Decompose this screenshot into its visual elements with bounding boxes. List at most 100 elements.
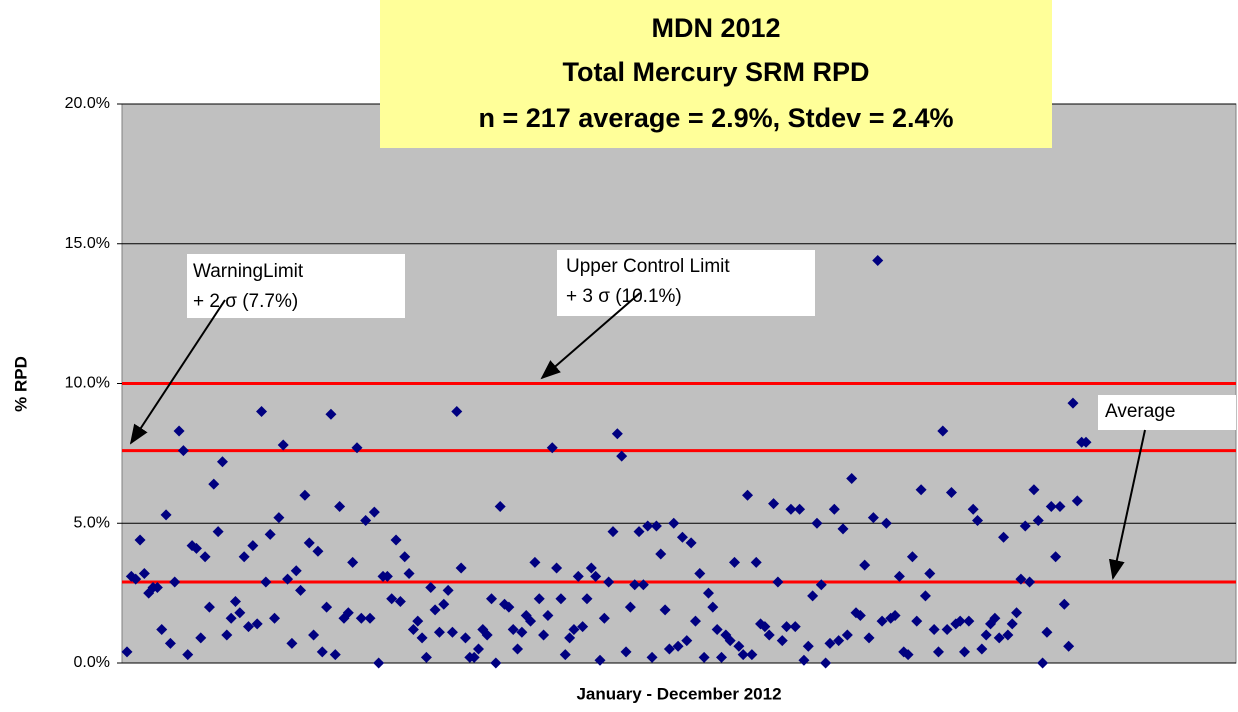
point	[238, 551, 250, 563]
point	[303, 537, 315, 549]
point	[234, 607, 246, 619]
point	[642, 520, 654, 532]
point	[156, 623, 168, 635]
title-box	[380, 0, 1052, 148]
point	[759, 621, 771, 633]
point	[1080, 436, 1092, 448]
point	[954, 615, 966, 627]
point	[295, 584, 307, 596]
point	[802, 640, 814, 652]
point	[750, 556, 762, 568]
point	[781, 621, 793, 633]
point	[976, 643, 988, 655]
point	[533, 593, 545, 605]
point	[151, 582, 163, 594]
point	[993, 632, 1005, 644]
point	[737, 649, 749, 661]
point	[772, 576, 784, 588]
point	[629, 579, 641, 591]
annotation: Upper Control Limit	[566, 256, 730, 277]
point	[442, 584, 454, 596]
point	[1002, 629, 1014, 641]
point	[811, 517, 823, 529]
point	[229, 596, 241, 608]
point	[663, 643, 675, 655]
point	[286, 637, 298, 649]
point	[225, 612, 237, 624]
point	[364, 612, 376, 624]
point	[815, 579, 827, 591]
point	[724, 635, 736, 647]
point	[824, 637, 836, 649]
point	[247, 540, 259, 552]
y-tick-label: 10.0%	[65, 375, 110, 392]
point	[1032, 514, 1044, 526]
point	[360, 514, 372, 526]
point	[924, 568, 936, 580]
point	[407, 623, 419, 635]
point	[351, 442, 363, 454]
point	[559, 649, 571, 661]
annotation: + 3 σ (10.1%)	[566, 286, 682, 307]
point	[1006, 618, 1018, 630]
point	[507, 623, 519, 635]
point	[698, 651, 710, 663]
point	[945, 487, 957, 499]
point	[1019, 520, 1031, 532]
annotation: + 2 σ (7.7%)	[193, 291, 298, 312]
point	[928, 623, 940, 635]
point	[386, 593, 398, 605]
annotation-box	[187, 254, 405, 318]
point	[243, 621, 255, 633]
point	[607, 526, 619, 538]
point	[529, 556, 541, 568]
point	[998, 531, 1010, 543]
point	[446, 626, 458, 638]
point	[789, 621, 801, 633]
point	[655, 548, 667, 560]
point	[546, 442, 558, 454]
point	[420, 651, 432, 663]
point	[972, 514, 984, 526]
point	[459, 632, 471, 644]
point	[633, 526, 645, 538]
point	[794, 503, 806, 515]
point	[490, 657, 502, 669]
point	[1028, 484, 1040, 496]
point	[742, 489, 754, 501]
point	[538, 629, 550, 641]
point	[1050, 551, 1062, 563]
point	[455, 562, 467, 574]
point	[412, 615, 424, 627]
point	[911, 615, 923, 627]
point	[312, 545, 324, 557]
point	[329, 649, 341, 661]
point	[451, 405, 463, 417]
point	[889, 609, 901, 621]
point	[715, 651, 727, 663]
point	[1011, 607, 1023, 619]
point	[594, 654, 606, 666]
point	[390, 534, 402, 546]
point	[347, 556, 359, 568]
point	[130, 573, 142, 585]
point	[1054, 500, 1066, 512]
point	[564, 632, 576, 644]
point	[585, 562, 597, 574]
point	[859, 559, 871, 571]
point	[334, 500, 346, 512]
y-tick-label: 15.0%	[65, 235, 110, 252]
point	[828, 503, 840, 515]
point	[872, 255, 884, 267]
point	[681, 635, 693, 647]
point	[1024, 576, 1036, 588]
point	[711, 623, 723, 635]
point	[321, 601, 333, 613]
point	[221, 629, 233, 641]
point	[603, 576, 615, 588]
point	[941, 623, 953, 635]
point	[694, 568, 706, 580]
point	[967, 503, 979, 515]
point	[776, 635, 788, 647]
point	[368, 506, 380, 518]
